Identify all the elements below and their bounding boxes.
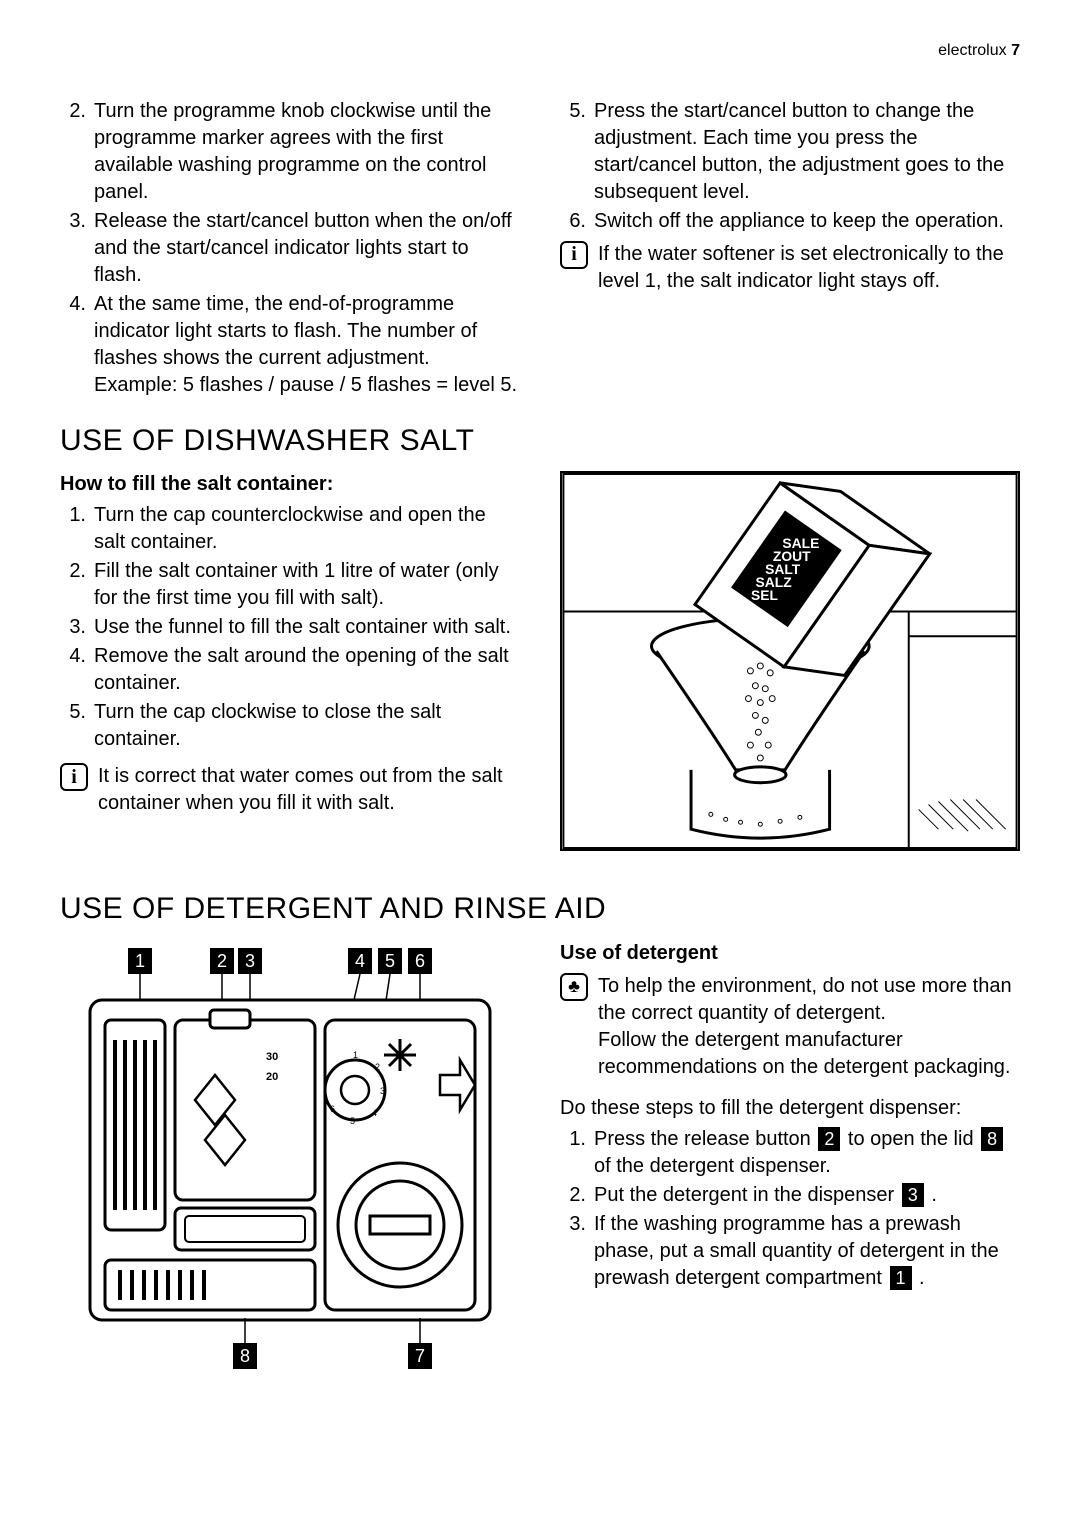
salt-info: i It is correct that water comes out fro…: [60, 763, 520, 817]
detergent-section: 123456: [60, 940, 1020, 1378]
callout-box: 8: [981, 1127, 1003, 1151]
list-item: 6.Switch off the appliance to keep the o…: [560, 208, 1020, 235]
info-icon: i: [560, 241, 588, 269]
list-text: Switch off the appliance to keep the ope…: [594, 208, 1020, 235]
info-icon: i: [60, 763, 88, 791]
list-number: 3.: [560, 1211, 594, 1292]
list-number: 5.: [560, 98, 594, 206]
salt-diagram: SALE ZOUT SALT SALZ SEL: [560, 471, 1020, 851]
svg-text:3: 3: [380, 1086, 385, 1096]
heading-salt: USE OF DISHWASHER SALT: [60, 421, 1020, 462]
list-number: 3.: [60, 208, 94, 289]
salt-subheading: How to fill the salt container:: [60, 471, 520, 498]
list-item: 4.Remove the salt around the opening of …: [60, 643, 520, 697]
list-item: 3.Use the funnel to fill the salt contai…: [60, 614, 520, 641]
salt-section: How to fill the salt container: 1.Turn t…: [60, 471, 1020, 859]
detergent-subheading: Use of detergent: [560, 940, 1020, 967]
svg-text:5: 5: [385, 951, 395, 971]
list-text: Use the funnel to fill the salt containe…: [94, 614, 520, 641]
eco-note: ♣ To help the environment, do not use mo…: [560, 973, 1020, 1081]
list-number: 3.: [60, 614, 94, 641]
svg-text:3: 3: [245, 951, 255, 971]
svg-text:1: 1: [353, 1050, 358, 1060]
svg-text:SEL: SEL: [751, 587, 778, 603]
svg-text:1: 1: [135, 951, 145, 971]
svg-text:2: 2: [217, 951, 227, 971]
svg-text:2: 2: [375, 1062, 380, 1072]
info-text: If the water softener is set electronica…: [598, 241, 1020, 295]
list-text: At the same time, the end-of-programme i…: [94, 291, 520, 399]
svg-text:6: 6: [415, 951, 425, 971]
list-text: Remove the salt around the opening of th…: [94, 643, 520, 697]
page-header: electrolux 7: [60, 40, 1020, 62]
svg-text:5: 5: [350, 1116, 355, 1126]
svg-text:4: 4: [372, 1108, 377, 1118]
list-text: Turn the cap clockwise to close the salt…: [94, 699, 520, 753]
list-item: 5.Press the start/cancel button to chang…: [560, 98, 1020, 206]
eco-icon: ♣: [560, 973, 588, 1001]
panel-steps: 2.Turn the programme knob clockwise unti…: [60, 98, 1020, 401]
list-number: 2.: [60, 558, 94, 612]
eco-note-text: To help the environment, do not use more…: [598, 973, 1020, 1081]
panel-steps-left: 2.Turn the programme knob clockwise unti…: [60, 98, 520, 399]
list-number: 5.: [60, 699, 94, 753]
list-item: 2.Fill the salt container with 1 litre o…: [60, 558, 520, 612]
list-number: 2.: [60, 98, 94, 206]
svg-text:30: 30: [266, 1051, 278, 1063]
detergent-intro: Do these steps to fill the detergent dis…: [560, 1095, 1020, 1122]
svg-text:8: 8: [240, 1346, 250, 1366]
list-item: 4.At the same time, the end-of-programme…: [60, 291, 520, 399]
list-number: 1.: [60, 502, 94, 556]
info-note: i If the water softener is set electroni…: [560, 241, 1020, 295]
list-item: 2.Turn the programme knob clockwise unti…: [60, 98, 520, 206]
list-item: 1.Press the release button 2 to open the…: [560, 1126, 1020, 1180]
list-text: Put the detergent in the dispenser 3 .: [594, 1182, 1020, 1209]
list-number: 6.: [560, 208, 594, 235]
list-number: 4.: [60, 643, 94, 697]
svg-text:6: 6: [330, 1104, 335, 1114]
svg-text:4: 4: [355, 951, 365, 971]
list-text: Press the start/cancel button to change …: [594, 98, 1020, 206]
list-item: 3.If the washing programme has a prewash…: [560, 1211, 1020, 1292]
callout-box: 3: [902, 1183, 924, 1207]
list-text: Press the release button 2 to open the l…: [594, 1126, 1020, 1180]
list-item: 5.Turn the cap clockwise to close the sa…: [60, 699, 520, 753]
list-number: 2.: [560, 1182, 594, 1209]
salt-info-text: It is correct that water comes out from …: [98, 763, 520, 817]
list-item: 1.Turn the cap counterclockwise and open…: [60, 502, 520, 556]
list-text: Turn the cap counterclockwise and open t…: [94, 502, 520, 556]
panel-steps-right: 5.Press the start/cancel button to chang…: [560, 98, 1020, 235]
detergent-steps: 1.Press the release button 2 to open the…: [560, 1126, 1020, 1292]
list-text: Turn the programme knob clockwise until …: [94, 98, 520, 206]
detergent-dispenser-diagram: 123456: [60, 940, 520, 1370]
list-number: 1.: [560, 1126, 594, 1180]
svg-text:20: 20: [266, 1071, 278, 1083]
callout-box: 1: [890, 1266, 912, 1290]
brand-label: electrolux: [938, 42, 1006, 59]
list-text: If the washing programme has a prewash p…: [594, 1211, 1020, 1292]
list-item: 2.Put the detergent in the dispenser 3 .: [560, 1182, 1020, 1209]
heading-detergent: USE OF DETERGENT AND RINSE AID: [60, 889, 1020, 930]
salt-steps: 1.Turn the cap counterclockwise and open…: [60, 502, 520, 753]
list-item: 3.Release the start/cancel button when t…: [60, 208, 520, 289]
callout-box: 2: [818, 1127, 840, 1151]
list-text: Release the start/cancel button when the…: [94, 208, 520, 289]
list-number: 4.: [60, 291, 94, 399]
page-number: 7: [1011, 42, 1020, 59]
svg-text:7: 7: [415, 1346, 425, 1366]
list-text: Fill the salt container with 1 litre of …: [94, 558, 520, 612]
